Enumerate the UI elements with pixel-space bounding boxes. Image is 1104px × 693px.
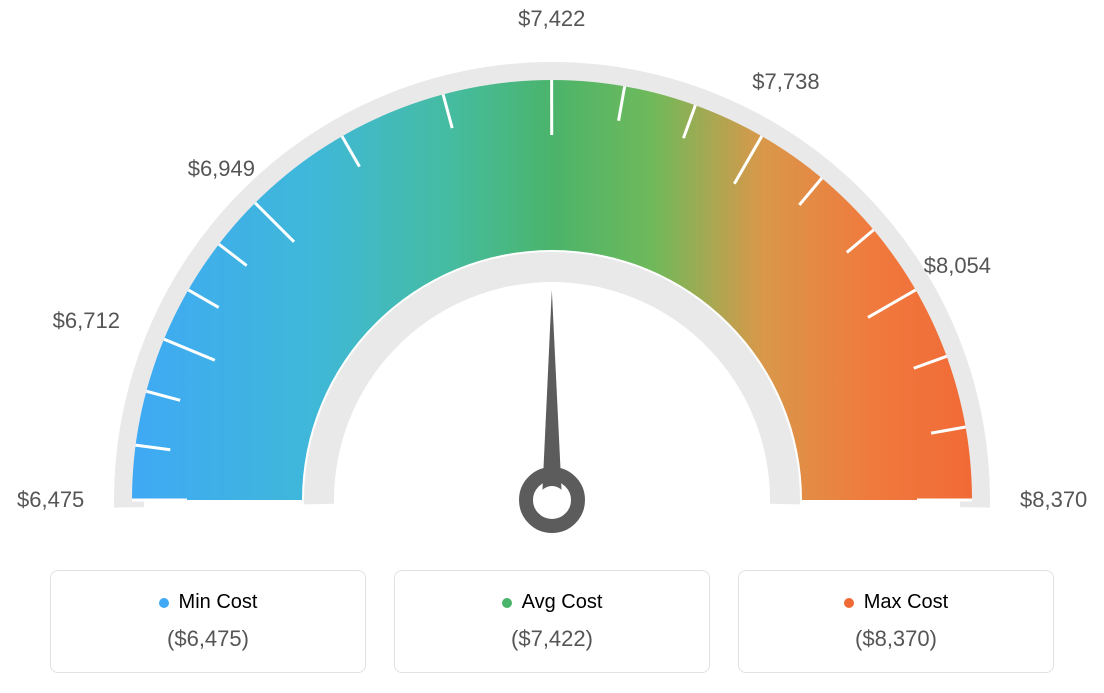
max-cost-title-row: Max Cost xyxy=(749,591,1043,614)
avg-cost-title-row: Avg Cost xyxy=(405,591,699,614)
gauge-svg xyxy=(22,20,1082,560)
avg-cost-card: Avg Cost ($7,422) xyxy=(394,570,710,673)
gauge-tick-label: $7,738 xyxy=(752,69,819,95)
avg-cost-value: ($7,422) xyxy=(405,626,699,652)
gauge-tick-label: $7,422 xyxy=(518,6,585,32)
max-dot-icon xyxy=(844,598,854,608)
max-cost-title: Max Cost xyxy=(864,591,948,614)
min-cost-card: Min Cost ($6,475) xyxy=(50,570,366,673)
gauge-tick-label: $8,370 xyxy=(1020,487,1087,513)
min-dot-icon xyxy=(159,598,169,608)
gauge-tick-label: $8,054 xyxy=(924,253,991,279)
min-cost-title-row: Min Cost xyxy=(61,591,355,614)
max-cost-card: Max Cost ($8,370) xyxy=(738,570,1054,673)
gauge-tick-label: $6,475 xyxy=(17,487,84,513)
max-cost-value: ($8,370) xyxy=(749,626,1043,652)
avg-dot-icon xyxy=(502,598,512,608)
summary-cards: Min Cost ($6,475) Avg Cost ($7,422) Max … xyxy=(20,570,1084,673)
min-cost-title: Min Cost xyxy=(179,591,258,614)
gauge-chart: $6,475$6,712$6,949$7,422$7,738$8,054$8,3… xyxy=(22,20,1082,560)
gauge-tick-label: $6,712 xyxy=(53,308,120,334)
min-cost-value: ($6,475) xyxy=(61,626,355,652)
gauge-tick-label: $6,949 xyxy=(188,156,255,182)
avg-cost-title: Avg Cost xyxy=(522,591,603,614)
